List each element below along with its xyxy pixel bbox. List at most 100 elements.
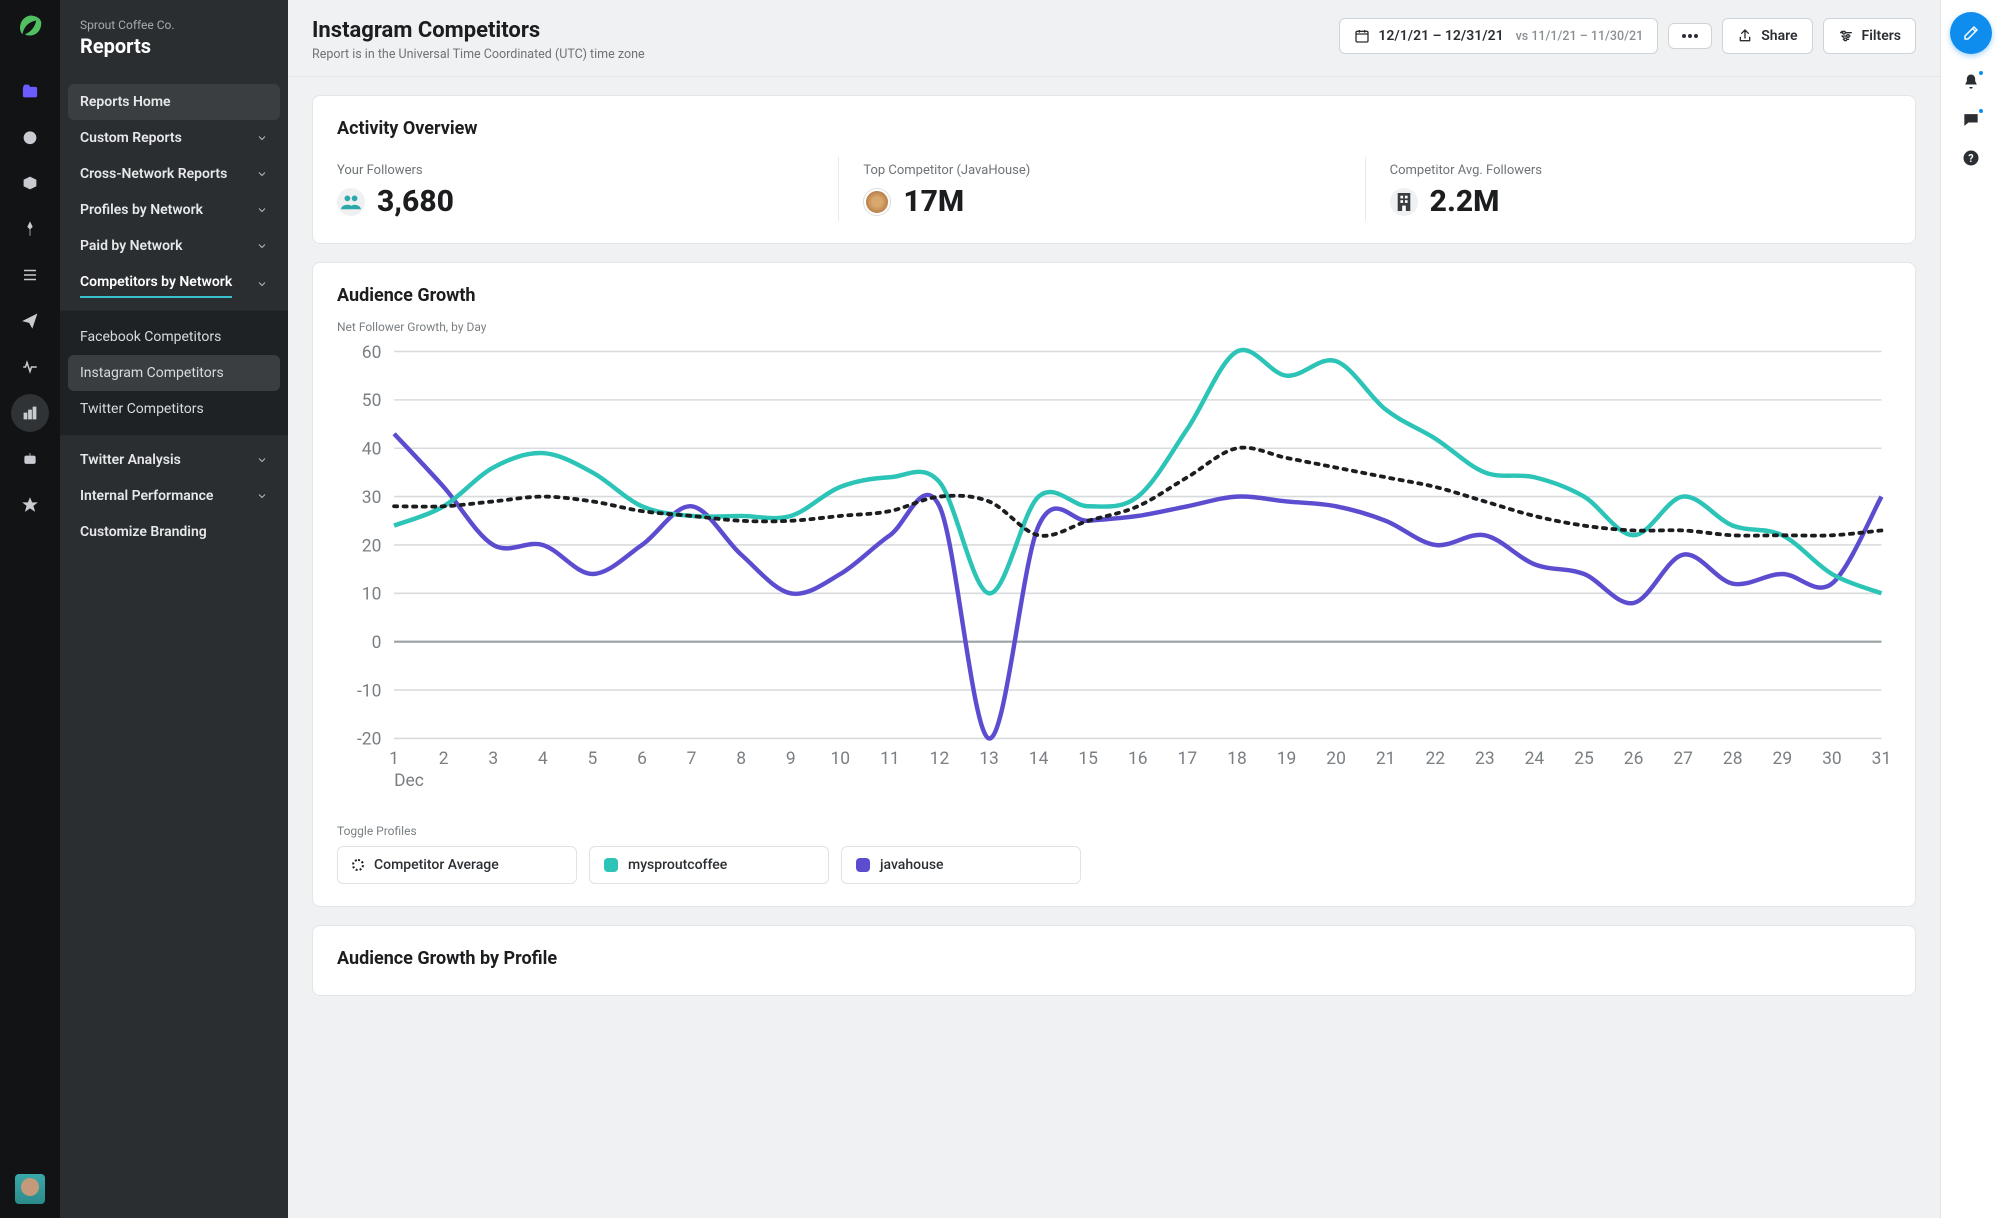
svg-text:25: 25: [1574, 749, 1594, 769]
svg-text:3: 3: [488, 749, 498, 769]
legend: Competitor Average mysproutcoffee javahous…: [337, 846, 1891, 884]
svg-text:21: 21: [1376, 749, 1396, 769]
subnav: Facebook CompetitorsInstagram Competitor…: [60, 310, 288, 436]
rail-pin[interactable]: [11, 210, 49, 248]
page-title: Instagram Competitors: [312, 18, 645, 43]
compose-icon: [1962, 24, 1980, 42]
svg-text:20: 20: [362, 536, 382, 556]
chat-button[interactable]: [1961, 110, 1981, 130]
growth-by-profile-title: Audience Growth by Profile: [337, 948, 1891, 969]
page-subtitle: Report is in the Universal Time Coordina…: [312, 47, 645, 62]
nav-paid-by-network[interactable]: Paid by Network: [68, 228, 280, 264]
rail-reports[interactable]: [11, 394, 49, 432]
legend-mysproutcoffee[interactable]: mysproutcoffee: [589, 846, 829, 884]
nav-cross-network-reports[interactable]: Cross-Network Reports: [68, 156, 280, 192]
rail-list[interactable]: [11, 256, 49, 294]
subnav-twitter-competitors[interactable]: Twitter Competitors: [68, 391, 280, 427]
rail-folder[interactable]: [11, 72, 49, 110]
svg-text:28: 28: [1723, 749, 1743, 769]
svg-text:18: 18: [1227, 749, 1247, 769]
filters-icon: [1838, 28, 1854, 44]
share-icon: [1737, 28, 1753, 44]
growth-chart: -20-100102030405060123456789101112131415…: [337, 342, 1891, 806]
nav-custom-reports[interactable]: Custom Reports: [68, 120, 280, 156]
user-avatar[interactable]: [15, 1174, 45, 1204]
legend-javahouse[interactable]: javahouse: [841, 846, 1081, 884]
star-icon: [21, 496, 39, 514]
compose-button[interactable]: [1950, 12, 1992, 54]
right-rail: ?: [1940, 0, 2000, 1218]
app-logo: [12, 10, 48, 46]
svg-text:19: 19: [1277, 749, 1297, 769]
chevron-down-icon: [256, 240, 268, 252]
chevron-down-icon: [256, 168, 268, 180]
svg-text:5: 5: [587, 749, 597, 769]
org-name: Sprout Coffee Co.: [80, 18, 268, 32]
bot-icon: [21, 450, 39, 468]
svg-text:31: 31: [1872, 749, 1891, 769]
rail-pulse[interactable]: [11, 348, 49, 386]
nav-home-label: Reports Home: [80, 94, 171, 110]
svg-text:17: 17: [1178, 749, 1198, 769]
help-icon: ?: [1961, 148, 1981, 168]
chat-dot: [1977, 107, 1985, 115]
chevron-down-icon: [256, 278, 268, 290]
nav-competitors-by-network[interactable]: Competitors by Network: [68, 264, 280, 304]
rail-send[interactable]: [11, 302, 49, 340]
pin-icon: [21, 220, 39, 238]
date-range-button[interactable]: 12/1/21 – 12/31/21 vs 11/1/21 – 11/30/21: [1339, 18, 1658, 54]
svg-text:0: 0: [372, 633, 382, 653]
svg-text:10: 10: [362, 585, 382, 605]
legend-competitor_avg[interactable]: Competitor Average: [337, 846, 577, 884]
svg-text:22: 22: [1425, 749, 1445, 769]
date-range-compare: vs 11/1/21 – 11/30/21: [1516, 29, 1644, 44]
swatch-dash: [352, 859, 364, 871]
chevron-down-icon: [256, 132, 268, 144]
more-button[interactable]: [1668, 23, 1712, 49]
date-range-label: 12/1/21 – 12/31/21: [1378, 28, 1503, 44]
rail-gauge[interactable]: [11, 118, 49, 156]
svg-text:7: 7: [687, 749, 697, 769]
subnav-facebook-competitors[interactable]: Facebook Competitors: [68, 319, 280, 355]
svg-text:60: 60: [362, 343, 382, 363]
folder-icon: [21, 82, 39, 100]
list-icon: [21, 266, 39, 284]
chevron-down-icon: [256, 490, 268, 502]
svg-text:29: 29: [1773, 749, 1793, 769]
nav-customize-branding[interactable]: Customize Branding: [68, 514, 280, 550]
metric-competitor-avg-followers: Competitor Avg. Followers2.2M: [1365, 157, 1891, 221]
svg-text:8: 8: [736, 749, 746, 769]
filters-button[interactable]: Filters: [1823, 18, 1916, 54]
gauge-icon: [21, 128, 39, 146]
notifications-button[interactable]: [1961, 72, 1981, 92]
avatar-icon: [863, 188, 891, 216]
subnav-instagram-competitors[interactable]: Instagram Competitors: [68, 355, 280, 391]
metric-top-competitor-javahouse-: Top Competitor (JavaHouse)17M: [838, 157, 1364, 221]
svg-text:15: 15: [1078, 749, 1098, 769]
toggle-profiles-label: Toggle Profiles: [337, 824, 1891, 838]
main: Instagram Competitors Report is in the U…: [288, 0, 1940, 1218]
share-button[interactable]: Share: [1722, 18, 1812, 54]
nav-twitter-analysis[interactable]: Twitter Analysis: [68, 442, 280, 478]
svg-text:27: 27: [1673, 749, 1693, 769]
audience-growth-by-profile-card: Audience Growth by Profile: [312, 925, 1916, 996]
svg-text:50: 50: [362, 391, 382, 411]
nav-internal-performance[interactable]: Internal Performance: [68, 478, 280, 514]
svg-text:13: 13: [979, 749, 999, 769]
rail-star[interactable]: [11, 486, 49, 524]
help-button[interactable]: ?: [1961, 148, 1981, 168]
rail-bot[interactable]: [11, 440, 49, 478]
nav-reports-home[interactable]: Reports Home: [68, 84, 280, 120]
svg-text:1: 1: [389, 749, 399, 769]
page-header: Instagram Competitors Report is in the U…: [288, 0, 1940, 77]
nav-profiles-by-network[interactable]: Profiles by Network: [68, 192, 280, 228]
svg-text:Dec: Dec: [394, 771, 424, 791]
activity-overview-title: Activity Overview: [337, 118, 1891, 139]
svg-text:26: 26: [1624, 749, 1644, 769]
svg-text:6: 6: [637, 749, 647, 769]
metric-your-followers: Your Followers3,680: [337, 157, 838, 221]
chart-subtitle: Net Follower Growth, by Day: [337, 320, 1891, 334]
share-label: Share: [1761, 28, 1797, 44]
rail-inbox[interactable]: [11, 164, 49, 202]
svg-text:2: 2: [439, 749, 449, 769]
